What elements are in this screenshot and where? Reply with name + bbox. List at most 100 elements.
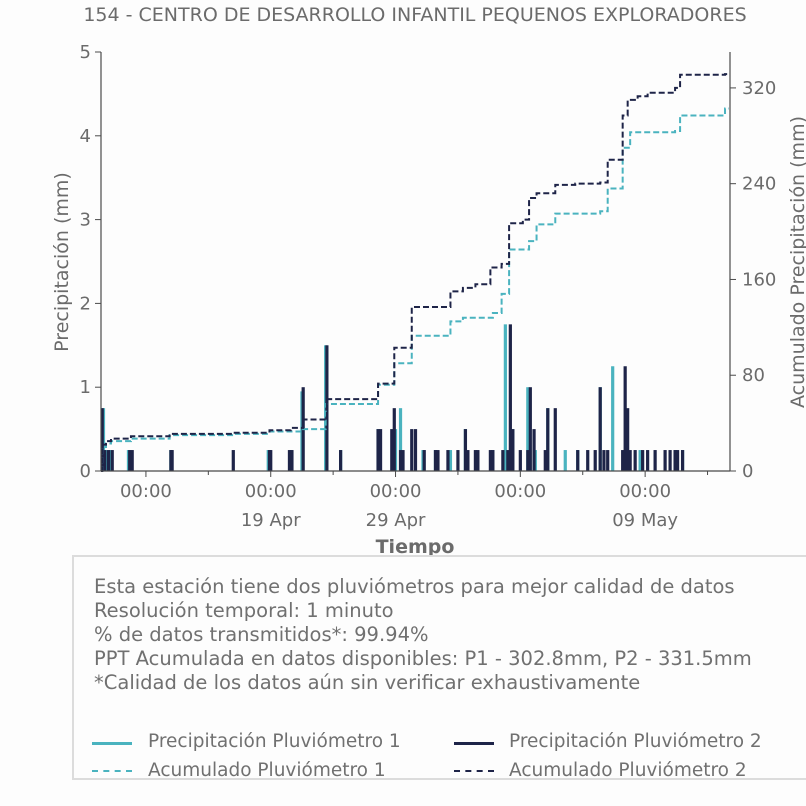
precip-bar-p2-54 [626,408,630,471]
precip-bar-p2-20 [398,450,403,471]
legend-p2-precip-label: Precipitación Pluviómetro 2 [509,731,762,752]
precip-bar-p2-5 [130,450,134,471]
precip-bar-p2-64 [680,450,685,471]
y2-tick-label-1: 80 [742,365,765,386]
precip-bar-p2-31 [473,450,478,471]
precip-bar-p2-30 [466,450,470,471]
precip-bar-p2-57 [641,450,645,471]
chart-title: 154 - CENTRO DE DESARROLLO INFANTIL PEQU… [83,4,746,26]
precip-bar-p2-27 [446,450,450,471]
precip-bar-p2-49 [598,387,602,471]
precip-bar-p2-61 [668,450,672,471]
y2-tick-label-2: 160 [742,269,776,290]
precip-bar-p1-26 [611,366,615,471]
precip-bar-p1-28 [638,450,642,471]
precip-bar-p2-35 [501,450,505,471]
precip-bar-p2-22 [410,429,414,471]
series-p1-cumulative-line [101,107,730,472]
rainfall-chart: 154 - CENTRO DE DESARROLLO INFANTIL PEQU… [51,4,806,558]
precip-bar-p2-21 [401,450,405,471]
y-tick-label-1: 1 [80,377,91,398]
precip-bar-p2-36 [506,450,510,471]
precip-bar-p2-34 [491,450,495,471]
y-tick-label-5: 5 [80,42,91,63]
precip-bar-p2-10 [269,450,273,471]
precip-bar-p2-11 [287,450,292,471]
precip-bar-p2-39 [518,450,522,471]
precip-bar-p2-51 [606,450,610,471]
precip-bar-p2-62 [673,450,677,471]
x-tick-label-3: 00:00 [494,481,546,502]
precip-bar-p2-55 [628,450,632,471]
precip-bar-p2-24 [422,450,426,471]
legend-p2-precip-swatch [454,742,494,745]
precip-bar-p2-58 [646,450,650,471]
x-tick-label-1: 00:00 [245,481,297,502]
precip-bar-p2-60 [663,450,667,471]
legend-p1-acum-swatch [92,770,132,772]
precip-bar-p2-43 [543,450,547,471]
precip-bar-p2-12 [290,450,294,471]
legend-p1-acum-label: Acumulado Pluviómetro 1 [148,760,386,781]
precip-bar-p2-7 [170,450,174,471]
info-line-2: Resolución temporal: 1 minuto [94,599,394,622]
precip-bar-p2-44 [546,408,550,471]
x-tick-label-4: 00:00 [619,481,671,502]
precip-bar-p2-2 [106,450,111,471]
precip-bar-p2-8 [231,450,235,471]
y-axis-label: Precipitación (mm) [51,172,73,352]
series-p2-bars [100,324,685,471]
precip-bar-p2-17 [378,429,383,471]
precip-bar-p2-29 [463,429,468,471]
x-tick-date-2: 29 Apr [366,510,426,531]
precip-bar-p1-18 [503,324,507,471]
y-tick-label-4: 4 [80,126,91,147]
x-tick-date-4: 09 May [612,510,678,531]
precip-bar-p2-48 [593,450,597,471]
info-line-3: % de datos transmitidos*: 99.94% [94,623,429,646]
axes: 0 1 2 3 4 5 0 80 160 240 320 00:00 00:00 19 Apr 00:00 2… [80,42,777,531]
y2-tick-label-0: 0 [742,461,753,482]
precip-bar-p2-26 [436,450,440,471]
legend-p2-acum-label: Acumulado Pluviómetro 2 [509,760,747,781]
precip-bar-p2-42 [532,429,536,471]
y-tick-label-2: 2 [80,293,91,314]
precip-bar-p2-38 [511,429,515,471]
precip-bar-p2-59 [653,450,657,471]
precip-bar-p1-15 [448,450,453,471]
legend-p2-acum-swatch [454,770,494,772]
precip-bar-p2-50 [602,450,606,471]
x-axis-label: Tiempo [376,536,455,558]
x-tick-date-1: 19 Apr [241,510,301,531]
precip-bar-p2-16 [376,429,380,471]
info-line-1: Esta estación tiene dos pluviómetros par… [94,575,735,598]
y-tick-label-0: 0 [80,461,91,482]
precip-bar-p2-1 [103,450,107,471]
info-line-5: *Calidad de los datos aún sin verificar … [94,671,641,694]
precip-bar-p2-23 [413,429,418,471]
y-tick-label-3: 3 [80,210,91,231]
precip-bar-p2-3 [110,450,114,471]
precip-bar-p2-37 [508,324,512,471]
precip-bar-p2-18 [390,429,394,471]
precip-bar-p1-23 [563,450,567,471]
precip-bar-p1-12 [398,408,403,471]
precip-bar-p2-41 [528,387,532,471]
precip-bar-p2-40 [526,450,530,471]
precip-bar-p2-56 [633,450,637,471]
precip-bar-p2-46 [576,450,580,471]
y2-axis-label: Acumulado Precipitación (mm) [787,116,806,408]
x-tick-label-0: 00:00 [120,481,172,502]
precip-bar-p2-52 [621,450,625,471]
series-p2-cumulative-line [101,73,730,472]
y2-tick-label-4: 320 [742,78,776,99]
precip-bar-p2-33 [488,450,492,471]
precip-bar-p2-45 [553,408,557,471]
precip-bar-p2-32 [476,450,480,471]
x-tick-label-2: 00:00 [370,481,422,502]
precip-bar-p2-28 [456,450,460,471]
legend-p1-precip-swatch [92,742,132,745]
info-line-4: PPT Acumulada en datos disponibles: P1 -… [94,647,752,670]
precip-bar-p2-25 [433,450,438,471]
precip-bar-p2-53 [623,366,627,471]
